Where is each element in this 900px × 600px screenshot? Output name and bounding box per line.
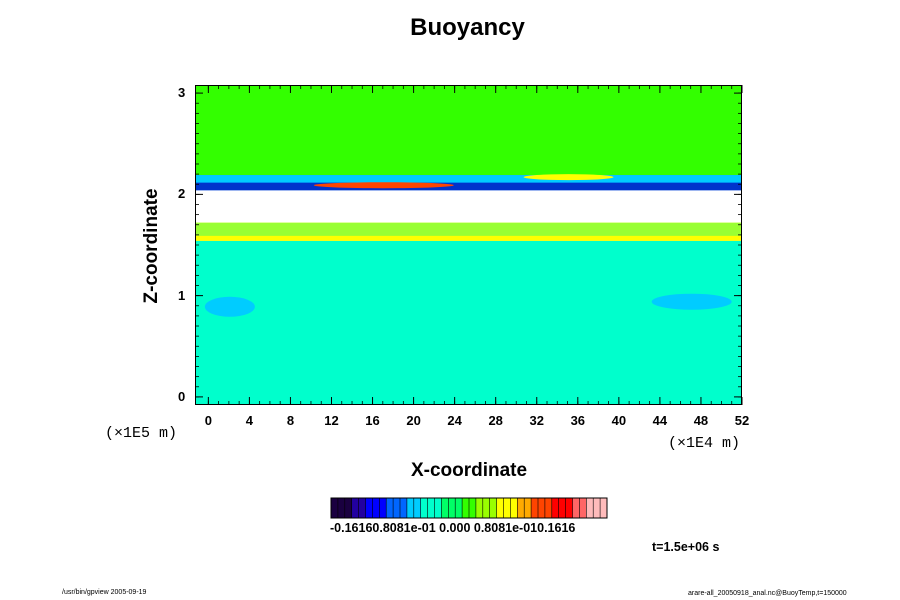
colorbar-segment: [413, 498, 421, 518]
colorbar-segment: [331, 498, 339, 518]
colorbar-segment: [337, 498, 346, 518]
x-tick-label: 12: [324, 413, 339, 428]
colorbar-segment: [344, 498, 352, 518]
x-axis-title: X-coordinate: [410, 460, 528, 481]
colorbar-segment: [482, 498, 490, 518]
plot-area: [195, 85, 742, 405]
colorbar-segment: [544, 498, 553, 518]
x-tick-label: 4: [245, 413, 253, 428]
x-tick-label: 48: [693, 413, 709, 428]
x-tick-label: 52: [734, 413, 750, 428]
colorbar-segment: [393, 498, 401, 518]
x-tick-label: 24: [447, 413, 462, 428]
colorbar-segment: [489, 498, 497, 518]
colorbar: [330, 497, 608, 519]
y-tick-label: 2: [178, 186, 186, 202]
field-feature: [651, 293, 732, 310]
colorbar-frame: [330, 497, 608, 519]
field-region: [196, 240, 741, 404]
colorbar-segment: [538, 498, 546, 518]
y-tick-label: 3: [178, 85, 186, 101]
colorbar-segment: [434, 498, 442, 518]
colorbar-segment: [572, 498, 580, 518]
field-feature: [523, 174, 614, 181]
colorbar-segment: [400, 498, 408, 518]
colorbar-segment: [365, 498, 373, 518]
x-tick-label: 32: [529, 413, 544, 428]
x-unit-label: (×1E4 m): [668, 435, 741, 452]
colorbar-labels: -0.16160.8081e-01 0.000 0.8081e-010.1616: [330, 521, 576, 535]
colorbar-segment: [469, 498, 477, 518]
colorbar-segment: [427, 498, 435, 518]
colorbar-segment: [386, 498, 394, 518]
colorbar-segment: [358, 498, 366, 518]
colorbar-segment: [351, 498, 359, 518]
field-band: [196, 222, 741, 236]
colorbar-segment: [531, 498, 539, 518]
field-band: [196, 182, 741, 191]
colorbar-segment: [448, 498, 456, 518]
y-axis-title: Z-coordinate: [141, 188, 162, 304]
colorbar-segment: [475, 498, 484, 518]
colorbar-segment: [565, 498, 573, 518]
x-tick-label: 8: [286, 413, 295, 428]
colorbar-segment: [558, 498, 566, 518]
field-feature: [204, 296, 255, 317]
x-tick-label: 36: [570, 413, 586, 428]
colorbar-segment: [420, 498, 428, 518]
colorbar-segment: [455, 498, 463, 518]
colorbar-segment: [510, 498, 518, 518]
colorbar-segment: [600, 498, 608, 518]
colorbar-segment: [372, 498, 380, 518]
y-tick-label: 1: [178, 287, 186, 303]
footer-program: /usr/bin/gpview 2005-09-19: [62, 589, 147, 596]
colorbar-segment: [551, 498, 559, 518]
y-tick-label: 0: [178, 388, 186, 404]
x-tick-label: 40: [611, 413, 627, 428]
colorbar-segment: [496, 498, 504, 518]
footer-file: arare-all_20050918_anal.nc@BuoyTemp,t=15…: [688, 590, 847, 597]
chart-title: Buoyancy: [410, 14, 525, 41]
field-region: [196, 190, 741, 223]
colorbar-segment: [503, 498, 511, 518]
time-label: t=1.5e+06 s: [652, 540, 720, 554]
colorbar-segment: [462, 498, 470, 518]
colorbar-segment: [524, 498, 532, 518]
x-tick-label: 28: [488, 413, 503, 428]
y-unit-label: (×1E5 m): [105, 425, 178, 442]
field-feature: [313, 182, 454, 189]
colorbar-segment: [379, 498, 387, 518]
field-region: [196, 86, 741, 176]
x-tick-label: 0: [204, 413, 212, 428]
colorbar-segment: [441, 498, 449, 518]
x-tick-label: 20: [406, 413, 421, 428]
colorbar-segment: [593, 498, 601, 518]
x-tick-label: 16: [365, 413, 380, 428]
colorbar-segment: [586, 498, 594, 518]
colorbar-segment: [579, 498, 587, 518]
colorbar-segment: [517, 498, 525, 518]
field-band: [196, 175, 741, 183]
colorbar-segment: [406, 498, 415, 518]
x-tick-label: 44: [652, 413, 668, 428]
heatmap-field: [196, 86, 741, 404]
